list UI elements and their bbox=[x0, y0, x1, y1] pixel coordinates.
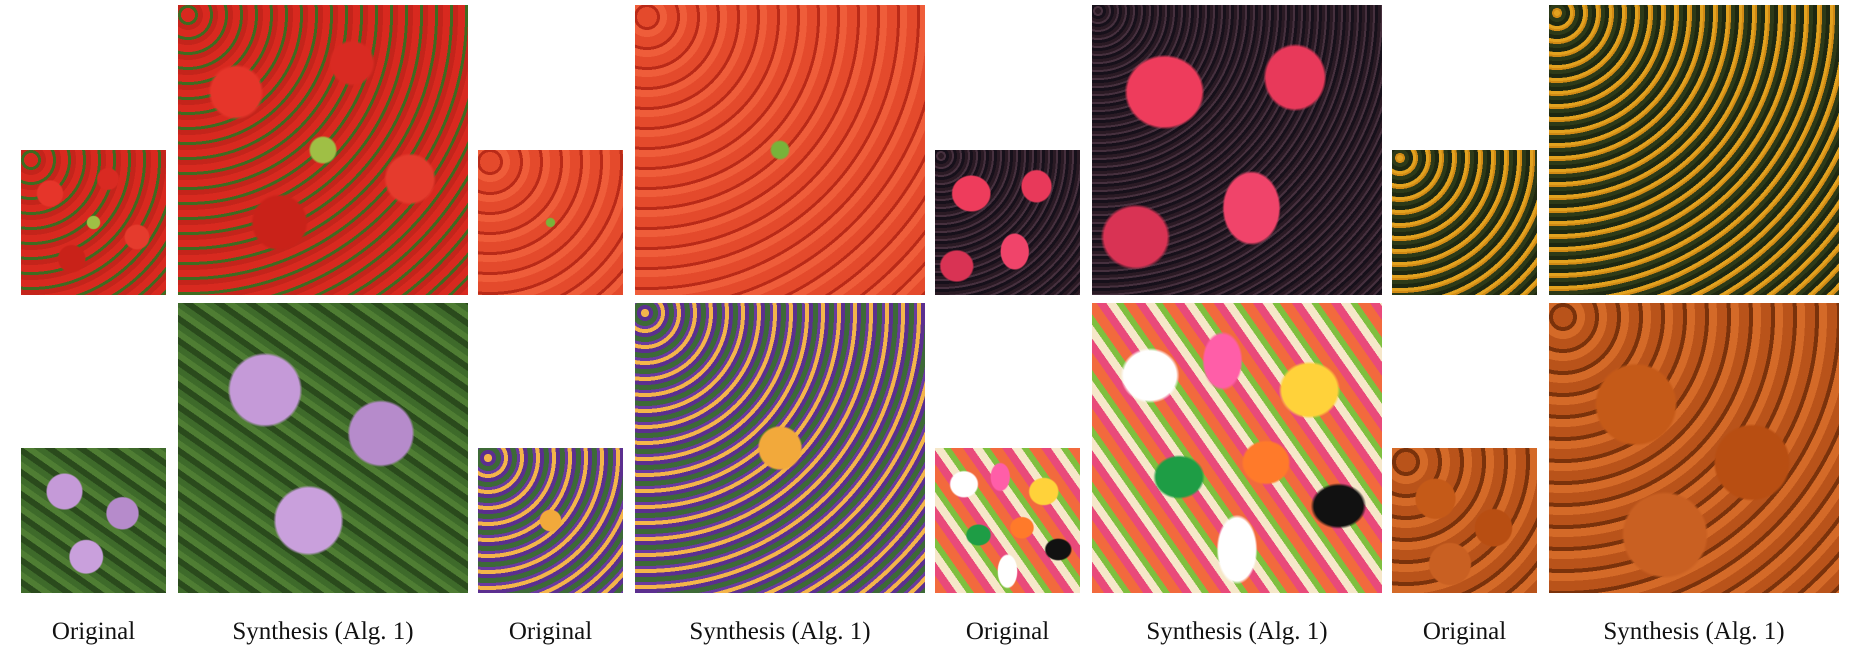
caption-synthesis: Synthesis (Alg. 1) bbox=[1146, 618, 1328, 645]
caption-synthesis: Synthesis (Alg. 1) bbox=[1603, 618, 1785, 645]
original-berry-image bbox=[935, 150, 1080, 295]
original-jellybean-image bbox=[935, 448, 1080, 593]
original-pansy-image bbox=[478, 448, 623, 593]
original-radish-image bbox=[21, 150, 166, 295]
caption-original: Original bbox=[1422, 618, 1507, 645]
synthesis-pumpkin-image bbox=[1549, 303, 1839, 593]
caption-original: Original bbox=[965, 618, 1050, 645]
original-pumpkin-image bbox=[1392, 448, 1537, 593]
original-pepper-image bbox=[478, 150, 623, 295]
caption-synthesis: Synthesis (Alg. 1) bbox=[232, 618, 414, 645]
synthesis-orange-flower-image bbox=[1549, 5, 1839, 295]
caption-original: Original bbox=[508, 618, 593, 645]
synthesis-pansy-image bbox=[635, 303, 925, 593]
caption-synthesis: Synthesis (Alg. 1) bbox=[689, 618, 871, 645]
synthesis-jellybean-image bbox=[1092, 303, 1382, 593]
original-orange-flower-image bbox=[1392, 150, 1537, 295]
synthesis-phlox-image bbox=[178, 303, 468, 593]
caption-original: Original bbox=[51, 618, 136, 645]
synthesis-pepper-image bbox=[635, 5, 925, 295]
synthesis-berry-image bbox=[1092, 5, 1382, 295]
synthesis-radish-image bbox=[178, 5, 468, 295]
original-phlox-image bbox=[21, 448, 166, 593]
